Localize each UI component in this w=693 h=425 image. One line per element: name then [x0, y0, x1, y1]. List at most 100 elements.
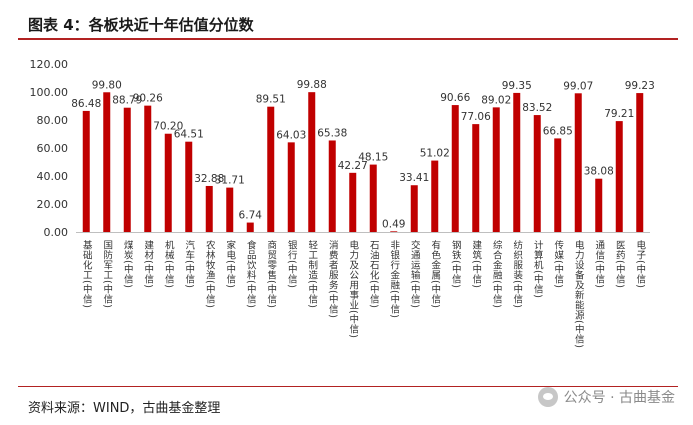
category-label: 汽车(中信)	[183, 239, 195, 288]
category-label: 食品饮料(中信)	[245, 239, 257, 308]
page-title: 图表 4：各板块近十年估值分位数	[28, 16, 254, 34]
data-label: 83.52	[522, 102, 552, 114]
data-label: 48.15	[358, 152, 388, 164]
bar	[595, 178, 603, 232]
bar	[226, 187, 234, 232]
bar	[390, 231, 398, 232]
category-label: 电子(中信)	[634, 239, 646, 288]
data-label: 64.51	[174, 129, 204, 141]
category-label: 基础化工(中信)	[81, 239, 93, 308]
bar	[267, 106, 275, 232]
bar	[103, 92, 111, 232]
y-tick-label: 40.00	[37, 170, 69, 183]
bar	[574, 93, 582, 232]
bar	[533, 115, 541, 232]
bar	[615, 121, 623, 232]
data-label: 89.02	[481, 94, 511, 106]
watermark-text: 公众号 · 古曲基金	[563, 390, 675, 406]
bar	[82, 110, 90, 232]
data-label: 90.26	[133, 93, 163, 105]
data-label: 51.02	[420, 148, 450, 160]
bar-chart: 0.00 20.00 40.00 60.00 80.00 100.00 120.00 86.4…	[18, 42, 678, 382]
bar	[513, 92, 521, 232]
data-label: 70.20	[153, 121, 183, 133]
data-label: 66.85	[543, 125, 573, 137]
category-label: 轻工制造(中信)	[306, 239, 318, 308]
footer-divider	[18, 386, 678, 387]
bar	[164, 133, 172, 232]
data-label: 88.79	[112, 95, 142, 107]
category-label: 传媒(中信)	[552, 239, 564, 288]
category-label: 煤炭(中信)	[122, 239, 134, 288]
data-label: 0.49	[382, 218, 405, 230]
category-label: 建筑(中信)	[470, 239, 482, 288]
category-label: 综合金融(中信)	[491, 239, 503, 308]
bar	[451, 105, 459, 232]
data-label: 32.88	[194, 173, 224, 185]
category-label: 钢铁(中信)	[450, 239, 462, 288]
category-label: 交通运输(中信)	[409, 239, 421, 308]
data-label: 99.07	[563, 80, 593, 92]
data-label: 33.41	[399, 172, 429, 184]
y-tick-label: 60.00	[37, 142, 69, 155]
data-label: 79.21	[604, 108, 634, 120]
category-label: 银行(中信)	[286, 239, 298, 288]
data-label: 65.38	[317, 127, 347, 139]
category-label: 医药(中信)	[614, 240, 626, 288]
bar	[349, 172, 357, 232]
bar	[410, 185, 418, 232]
bar	[369, 164, 377, 232]
chart-svg: 0.00 20.00 40.00 60.00 80.00 100.00 120.00 86.4…	[30, 58, 655, 348]
bar	[554, 138, 562, 232]
bar	[431, 160, 439, 232]
bar	[185, 141, 193, 232]
data-label: 99.35	[502, 80, 532, 92]
bar	[123, 107, 131, 232]
title-divider	[18, 38, 678, 40]
bar	[636, 93, 644, 232]
data-label: 42.27	[338, 160, 368, 172]
category-label: 石油石化(中信)	[368, 240, 380, 308]
category-label: 建材(中信)	[142, 239, 154, 288]
category-label: 家电(中信)	[224, 239, 236, 288]
y-tick-label: 20.00	[37, 198, 69, 211]
data-label: 99.23	[625, 80, 655, 92]
y-tick-label: 100.00	[30, 86, 69, 99]
bar	[492, 107, 500, 232]
data-label: 64.03	[276, 129, 306, 141]
category-label: 国防军工(中信)	[101, 240, 113, 308]
category-label: 电力及公用事业(中信)	[347, 239, 359, 338]
bar	[328, 140, 336, 232]
bar	[308, 92, 316, 232]
wechat-icon	[537, 387, 558, 407]
y-tick-label: 0.00	[44, 226, 69, 239]
data-label: 89.51	[256, 94, 286, 106]
data-label: 6.74	[239, 210, 263, 222]
category-label: 计算机(中信)	[532, 239, 544, 298]
y-tick-label: 120.00	[30, 58, 69, 71]
bar	[246, 222, 254, 232]
category-label: 消费者服务(中信)	[327, 239, 339, 318]
watermark: 公众号 · 古曲基金	[537, 387, 675, 407]
data-label: 99.80	[92, 79, 122, 91]
bar	[472, 124, 480, 232]
bar	[205, 185, 213, 232]
category-label: 电力设备及新能源(中信)	[573, 239, 585, 348]
y-tick-label: 80.00	[37, 114, 69, 127]
category-label: 纺织服装(中信)	[511, 239, 523, 308]
bar	[144, 105, 152, 232]
category-label: 非银行金融(中信)	[388, 239, 400, 318]
category-label: 通信(中信)	[593, 240, 605, 288]
data-label: 38.08	[584, 166, 614, 178]
bar	[287, 142, 295, 232]
category-label: 商贸零售(中信)	[265, 239, 277, 308]
category-label: 有色金属(中信)	[429, 239, 441, 308]
data-label: 99.88	[297, 79, 327, 91]
source-note: 资料来源：WIND，古曲基金整理	[28, 401, 221, 416]
category-label: 农林牧渔(中信)	[204, 239, 216, 308]
category-label: 机械(中信)	[163, 239, 175, 288]
data-label: 31.71	[215, 175, 245, 187]
data-label: 77.06	[461, 111, 491, 123]
data-label: 90.66	[440, 92, 470, 104]
data-label: 86.48	[71, 98, 101, 110]
